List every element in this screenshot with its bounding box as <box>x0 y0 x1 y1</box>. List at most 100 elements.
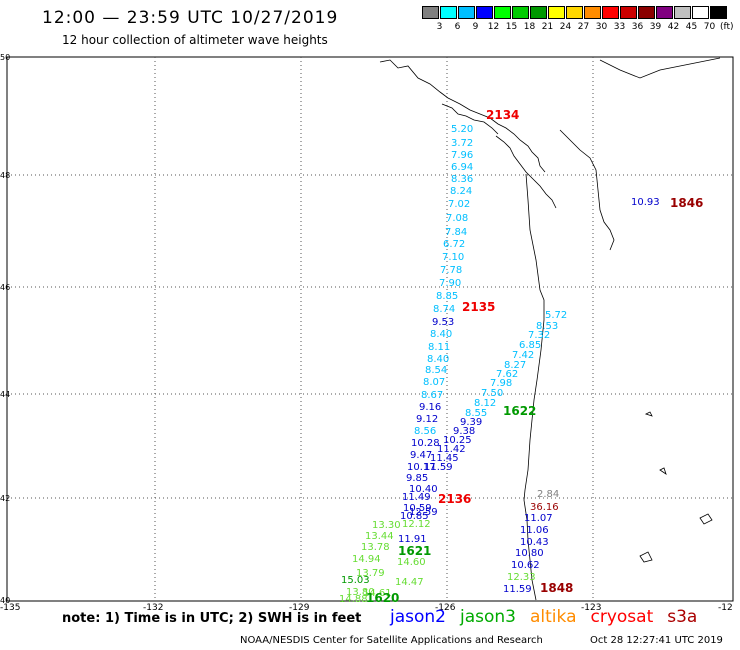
wave-height-value: 7.02 <box>448 199 470 210</box>
wave-height-value: 13.80 <box>346 587 375 598</box>
legend-label: 6 <box>454 22 461 32</box>
wave-height-value: 13.78 <box>361 542 390 553</box>
timestamp-text: Oct 28 12:27:41 UTC 2019 <box>590 635 723 646</box>
page-subtitle: 12 hour collection of altimeter wave hei… <box>62 33 328 47</box>
wave-height-value: 7.84 <box>445 227 467 238</box>
wave-height-value: 6.85 <box>519 340 541 351</box>
wave-height-value: 5.72 <box>545 310 567 321</box>
wave-height-value: 7.78 <box>440 265 462 276</box>
wave-height-value: 5.20 <box>451 124 473 135</box>
pass-time-label: 1621 <box>398 544 431 558</box>
legend-label: 70 <box>703 22 716 32</box>
legend-swatch <box>530 6 547 19</box>
legend-label: 18 <box>523 22 536 32</box>
wave-height-value: 10.25 <box>443 435 472 446</box>
legend-label: 45 <box>685 22 698 32</box>
legend-label: 39 <box>649 22 662 32</box>
legend-swatch <box>476 6 493 19</box>
wave-height-value: 9.47 <box>410 450 432 461</box>
legend-swatch <box>602 6 619 19</box>
legend-label: 27 <box>577 22 590 32</box>
wave-height-value: 6.72 <box>443 239 465 250</box>
coastline <box>379 57 721 601</box>
lon-label: -132 <box>143 603 163 613</box>
legend-swatch <box>620 6 637 19</box>
wave-height-value: 11.42 <box>437 444 466 455</box>
wave-height-value: 6.94 <box>451 162 473 173</box>
legend-label: 9 <box>472 22 479 32</box>
legend-label: 33 <box>613 22 626 32</box>
wave-height-value: 12.33 <box>507 572 536 583</box>
wave-height-value: 13.30 <box>372 520 401 531</box>
wave-height-value: 7.50 <box>481 388 503 399</box>
coastline-us-west <box>523 173 545 601</box>
wave-height-value: 9.12 <box>416 414 438 425</box>
wave-height-value: 9.38 <box>453 426 475 437</box>
satellite-legend-item: s3a <box>667 607 698 627</box>
wave-height-value: 9.53 <box>432 317 454 328</box>
legend-swatch <box>638 6 655 19</box>
wave-height-value: 11.59 <box>424 462 453 473</box>
wave-height-value: 14.61 <box>363 588 392 599</box>
wave-height-value: 13.44 <box>365 531 394 542</box>
wave-height-value: 15.03 <box>341 575 370 586</box>
pass-time-label: 1848 <box>540 581 573 595</box>
wave-height-value: 8.74 <box>433 304 455 315</box>
pass-time-label: 2136 <box>438 492 471 506</box>
coastline-puget-sound <box>559 129 615 251</box>
legend-swatch <box>548 6 565 19</box>
legend-swatch <box>458 6 475 19</box>
legend-unit: (ft) <box>720 22 734 32</box>
island <box>644 411 653 417</box>
legend-label: 3 <box>436 22 443 32</box>
observations-layer: 5.20 3.727.966.948.368.24 7.02 7.08 7.846.72… <box>339 124 660 605</box>
wave-height-value: 10.59 <box>403 503 432 514</box>
pass-time-label: 2135 <box>462 300 495 314</box>
wave-height-value: 11.59 <box>503 584 532 595</box>
wave-height-value: 7.90 <box>439 278 461 289</box>
lon-label: -126 <box>435 603 456 613</box>
wave-height-value: 10.80 <box>515 548 544 559</box>
legend-swatch <box>422 6 439 19</box>
wave-height-value: 14.60 <box>397 557 426 568</box>
pass-time-label: 1620 <box>366 591 399 605</box>
wave-height-value: 9.85 <box>406 473 428 484</box>
graticule <box>7 57 733 601</box>
wave-height-value: 7.08 <box>446 213 468 224</box>
wave-height-value: 12.12 <box>402 519 431 530</box>
legend-swatch <box>494 6 511 19</box>
wave-height-value: 7.96 <box>451 150 473 161</box>
wave-height-value: 8.55 <box>465 408 487 419</box>
wave-height-value: 10.62 <box>511 560 540 571</box>
wave-height-value: 8.54 <box>425 365 447 376</box>
pass-time-label: 2134 <box>486 108 519 122</box>
wave-height-value: 8.40 <box>430 329 452 340</box>
lon-label: -135 <box>0 603 20 613</box>
wave-height-value: 12.59 <box>409 507 438 518</box>
legend-label: 21 <box>541 22 554 32</box>
wave-height-value: 7.10 <box>442 252 464 263</box>
wave-height-value: 11.49 <box>402 492 431 503</box>
wave-height-value: 10.93 <box>631 197 660 208</box>
wave-height-value: 10.17 <box>407 462 436 473</box>
wave-height-value: 7.62 <box>496 369 518 380</box>
legend-label: 36 <box>631 22 644 32</box>
legend-swatch <box>566 6 583 19</box>
wave-height-value: 14.88 <box>339 594 368 605</box>
lon-label: -129 <box>289 603 310 613</box>
footer: NOAA/NESDIS Center for Satellite Applica… <box>240 635 723 646</box>
legend-swatch <box>584 6 601 19</box>
legend-label: 24 <box>559 22 572 32</box>
wave-height-value: 8.40 <box>427 354 449 365</box>
coastline-bc <box>379 59 546 173</box>
legend-label: 15 <box>505 22 518 32</box>
lat-label: 50 <box>0 53 10 62</box>
map-frame <box>6 56 734 602</box>
satellite-legend-item: jason3 <box>460 607 516 627</box>
wave-height-value: 8.36 <box>451 174 473 185</box>
wave-height-value: 14.94 <box>352 554 381 565</box>
wave-height-value: 8.85 <box>436 291 458 302</box>
wave-height-value: 7.98 <box>490 378 512 389</box>
credit-text: NOAA/NESDIS Center for Satellite Applica… <box>240 635 543 646</box>
